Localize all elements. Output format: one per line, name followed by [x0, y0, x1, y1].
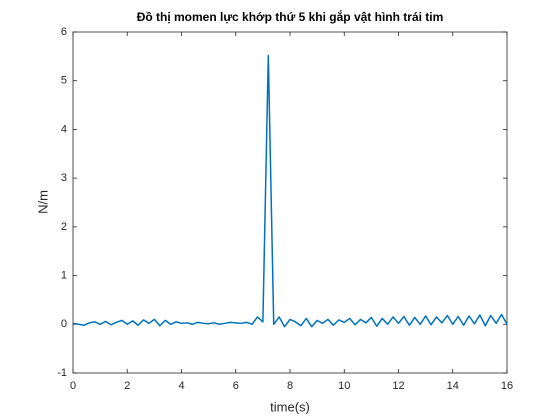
y-axis-label: N/m: [35, 190, 50, 214]
y-tick-label: 3: [61, 172, 67, 184]
x-tick-label: 8: [287, 380, 293, 392]
y-tick-label: -1: [57, 367, 67, 379]
x-tick-label: 14: [447, 380, 459, 392]
x-tick-label: 16: [501, 380, 513, 392]
data-line: [72, 54, 508, 328]
y-tick-label: 2: [61, 221, 67, 233]
y-tick-label: 1: [61, 269, 67, 281]
y-tick-label: 0: [61, 318, 67, 330]
x-tick-label: 2: [124, 380, 130, 392]
x-tick-label: 4: [178, 380, 184, 392]
x-tick-label: 0: [70, 380, 76, 392]
chart-title: Đồ thị momen lực khớp thứ 5 khi gắp vật …: [137, 9, 444, 24]
y-tick-label: 4: [61, 123, 67, 135]
x-tick-label: 6: [233, 380, 239, 392]
x-axis-label: time(s): [270, 399, 310, 414]
y-tick-label: 6: [61, 26, 67, 38]
y-tick-label: 5: [61, 75, 67, 87]
x-tick-label: 10: [338, 380, 350, 392]
x-tick-label: 12: [392, 380, 404, 392]
